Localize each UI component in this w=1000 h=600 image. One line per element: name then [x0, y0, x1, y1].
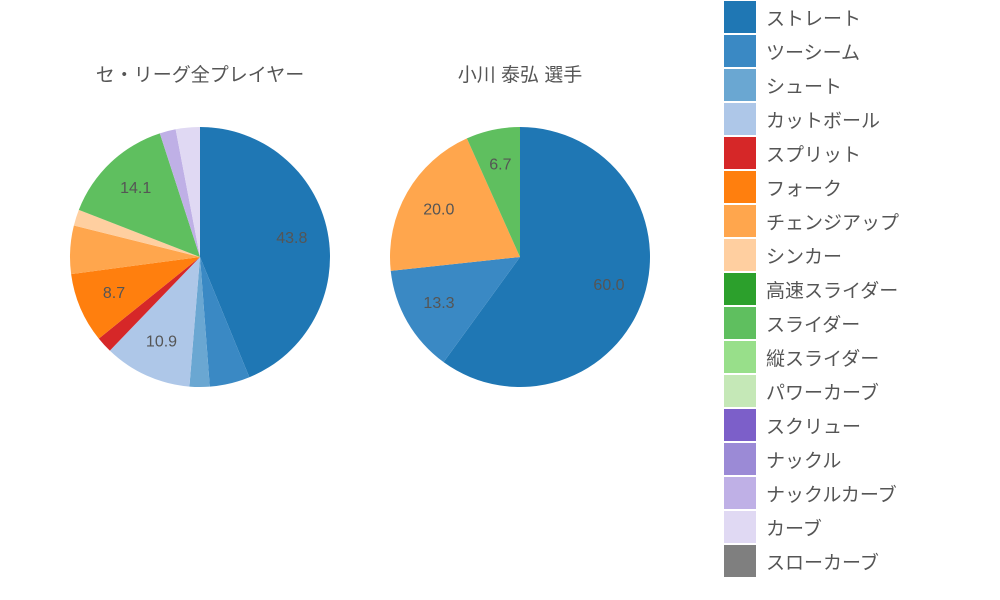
- pie-slice-label-straight: 43.8: [276, 230, 307, 247]
- legend-swatch-knucklecurve: [724, 477, 756, 509]
- legend-item-twoseam: ツーシーム: [724, 34, 984, 68]
- legend-label-slider: スライダー: [766, 310, 860, 337]
- legend-item-split: スプリット: [724, 136, 984, 170]
- legend-item-cutball: カットボール: [724, 102, 984, 136]
- legend-label-sinker: シンカー: [766, 242, 842, 269]
- legend-item-fastslider: 高速スライダー: [724, 272, 984, 306]
- legend-swatch-split: [724, 137, 756, 169]
- legend-item-straight: ストレート: [724, 0, 984, 34]
- pie-slice-label-slider: 14.1: [120, 180, 151, 197]
- pie-slice-label-twoseam: 13.3: [423, 295, 454, 312]
- legend-label-knucklecurve: ナックルカーブ: [766, 480, 897, 507]
- pie-slice-label-fork: 8.7: [103, 285, 125, 302]
- legend-swatch-straight: [724, 1, 756, 33]
- legend-item-sinker: シンカー: [724, 238, 984, 272]
- legend: ストレートツーシームシュートカットボールスプリットフォークチェンジアップシンカー…: [724, 0, 984, 600]
- pie-league-svg: 43.8 10.9 8.7 14.1: [40, 97, 360, 417]
- legend-label-fork: フォーク: [766, 174, 842, 201]
- legend-swatch-sinker: [724, 239, 756, 271]
- legend-label-slowcurve: スローカーブ: [766, 548, 879, 575]
- legend-item-knucklecurve: ナックルカーブ: [724, 476, 984, 510]
- legend-label-split: スプリット: [766, 140, 861, 167]
- legend-item-screw: スクリュー: [724, 408, 984, 442]
- legend-swatch-changeup: [724, 205, 756, 237]
- legend-item-slider: スライダー: [724, 306, 984, 340]
- pie-league: セ・リーグ全プレイヤー 43.8 10.9 8.7 14.1: [40, 60, 360, 417]
- legend-item-shoot: シュート: [724, 68, 984, 102]
- pie-slice-label-changeup: 20.0: [423, 202, 454, 219]
- legend-swatch-twoseam: [724, 35, 756, 67]
- legend-swatch-slider: [724, 307, 756, 339]
- pie-player: 小川 泰弘 選手 60.0 13.3 20.0 6.7: [360, 60, 680, 417]
- legend-swatch-cutball: [724, 103, 756, 135]
- legend-label-curve: カーブ: [766, 514, 822, 541]
- legend-label-screw: スクリュー: [766, 412, 861, 439]
- pie-player-title: 小川 泰弘 選手: [360, 60, 680, 87]
- legend-label-changeup: チェンジアップ: [766, 208, 899, 235]
- pie-slice-label-straight: 60.0: [593, 277, 624, 294]
- legend-swatch-slowcurve: [724, 545, 756, 577]
- legend-swatch-fork: [724, 171, 756, 203]
- legend-label-straight: ストレート: [766, 4, 861, 31]
- legend-item-vslider: 縦スライダー: [724, 340, 984, 374]
- legend-label-shoot: シュート: [766, 72, 842, 99]
- pie-slice-label-slider: 6.7: [489, 157, 511, 174]
- legend-swatch-vslider: [724, 341, 756, 373]
- legend-label-cutball: カットボール: [766, 106, 880, 133]
- pie-league-title: セ・リーグ全プレイヤー: [40, 60, 360, 87]
- legend-item-powercurve: パワーカーブ: [724, 374, 984, 408]
- legend-item-slowcurve: スローカーブ: [724, 544, 984, 578]
- legend-label-fastslider: 高速スライダー: [766, 276, 898, 303]
- legend-item-changeup: チェンジアップ: [724, 204, 984, 238]
- legend-item-curve: カーブ: [724, 510, 984, 544]
- legend-swatch-powercurve: [724, 375, 756, 407]
- chart-area: セ・リーグ全プレイヤー 43.8 10.9 8.7 14.1 小川 泰弘 選手 60.…: [0, 0, 680, 600]
- legend-label-vslider: 縦スライダー: [766, 344, 879, 371]
- legend-label-knuckle: ナックル: [766, 446, 841, 473]
- legend-item-fork: フォーク: [724, 170, 984, 204]
- legend-item-knuckle: ナックル: [724, 442, 984, 476]
- legend-label-powercurve: パワーカーブ: [766, 378, 879, 405]
- legend-swatch-knuckle: [724, 443, 756, 475]
- pie-player-svg: 60.0 13.3 20.0 6.7: [360, 97, 680, 417]
- legend-swatch-fastslider: [724, 273, 756, 305]
- legend-label-twoseam: ツーシーム: [766, 38, 860, 65]
- legend-swatch-curve: [724, 511, 756, 543]
- legend-swatch-shoot: [724, 69, 756, 101]
- legend-swatch-screw: [724, 409, 756, 441]
- pie-slice-label-cutball: 10.9: [146, 334, 177, 351]
